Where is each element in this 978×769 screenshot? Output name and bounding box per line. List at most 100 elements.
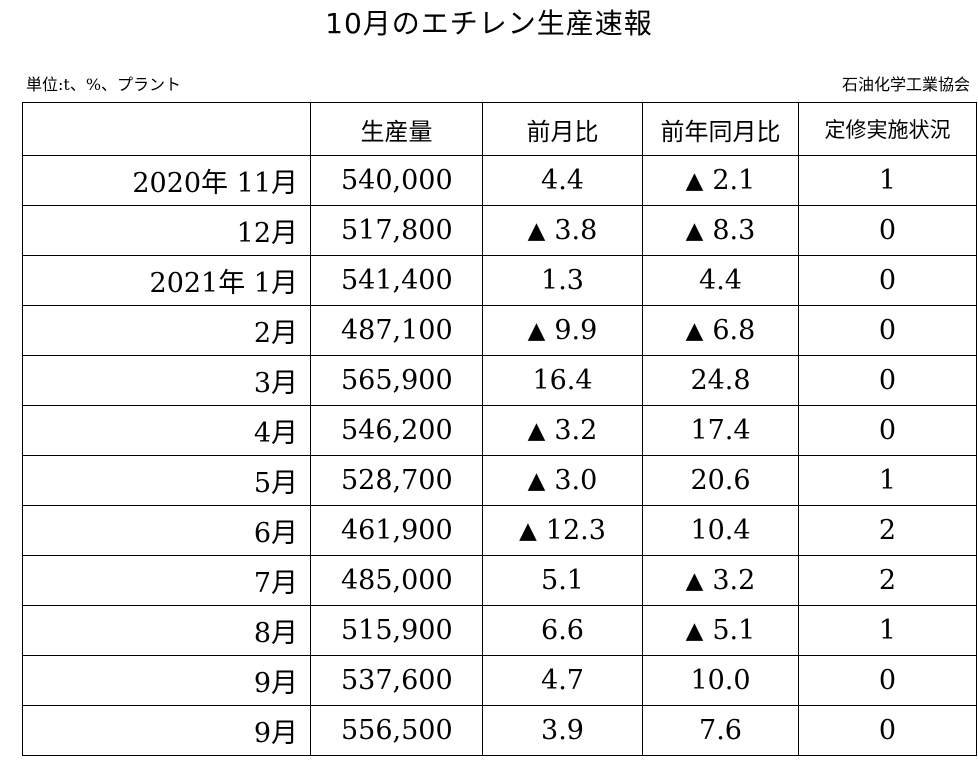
period-cell: 4月 [22, 405, 311, 456]
table-row: 9月 537,600 4.7 10.0 0 [22, 655, 977, 706]
table-row: 6月 461,900 ▲ 12.3 10.4 2 [22, 505, 977, 556]
month-over-month-cell-value: 5.1 [541, 565, 584, 596]
page-title: 10月のエチレン生産速報 [325, 7, 653, 40]
negative-triangle-icon: ▲ [685, 618, 704, 644]
header-period [22, 102, 311, 156]
year-over-year-cell: 17.4 [642, 405, 799, 456]
month-over-month-cell: 5.1 [482, 555, 643, 606]
period-cell: 2月 [22, 305, 311, 356]
maintenance-cell: 1 [798, 605, 977, 656]
month-over-month-cell: ▲ 3.0 [482, 455, 643, 506]
period-cell: 7月 [22, 555, 311, 606]
year-over-year-cell-value: 4.4 [699, 265, 742, 296]
month-over-month-cell: 3.9 [482, 705, 643, 756]
table-body: 2020年 11月 540,000 4.4 ▲ 2.1 1 12月 517,800 ▲ 3.8 ▲ 8… [22, 155, 977, 756]
year-over-year-cell-value: 10.4 [690, 515, 751, 546]
negative-triangle-icon: ▲ [527, 418, 546, 444]
table-row: 2月 487,100 ▲ 9.9 ▲ 6.8 0 [22, 305, 977, 356]
table-row: 4月 546,200 ▲ 3.2 17.4 0 [22, 405, 977, 456]
table-row: 7月 485,000 5.1 ▲ 3.2 2 [22, 555, 977, 606]
month-over-month-cell-value: 4.7 [541, 665, 584, 696]
production-cell: 556,500 [310, 705, 483, 756]
month-over-month-cell-value: 4.4 [541, 165, 584, 196]
maintenance-cell: 0 [798, 305, 977, 356]
month-over-month-cell-value: 6.6 [541, 615, 584, 646]
production-cell: 546,200 [310, 405, 483, 456]
negative-triangle-icon: ▲ [519, 518, 537, 544]
table-row: 3月 565,900 16.4 24.8 0 [22, 355, 977, 406]
table-row: 5月 528,700 ▲ 3.0 20.6 1 [22, 455, 977, 506]
maintenance-cell: 0 [798, 355, 977, 406]
production-cell: 485,000 [310, 555, 483, 606]
maintenance-cell: 0 [798, 655, 977, 706]
month-over-month-cell-value: 1.3 [541, 265, 584, 296]
maintenance-cell: 1 [798, 155, 977, 206]
production-cell: 461,900 [310, 505, 483, 556]
year-over-year-cell-value: 7.6 [699, 715, 742, 746]
table-row: 2021年 1月 541,400 1.3 4.4 0 [22, 255, 977, 306]
negative-triangle-icon: ▲ [685, 218, 704, 244]
year-over-year-cell: 4.4 [642, 255, 799, 306]
month-over-month-cell: ▲ 3.8 [482, 205, 643, 256]
month-over-month-cell-value: 9.9 [554, 315, 598, 346]
year-over-year-cell: 10.4 [642, 505, 799, 556]
maintenance-cell: 2 [798, 505, 977, 556]
year-over-year-cell: ▲ 3.2 [642, 555, 799, 606]
negative-triangle-icon: ▲ [685, 168, 704, 194]
maintenance-cell: 0 [798, 205, 977, 256]
header-maintenance: 定修実施状況 [798, 102, 977, 156]
year-over-year-cell: 7.6 [642, 705, 799, 756]
period-cell: 3月 [22, 355, 311, 406]
maintenance-cell: 0 [798, 405, 977, 456]
period-cell: 5月 [22, 455, 311, 506]
month-over-month-cell-value: 3.2 [554, 415, 598, 446]
year-over-year-cell-value: 24.8 [690, 365, 751, 396]
year-over-year-cell: 24.8 [642, 355, 799, 406]
production-cell: 517,800 [310, 205, 483, 256]
month-over-month-cell-value: 3.9 [541, 715, 584, 746]
production-cell: 515,900 [310, 605, 483, 656]
ethylene-production-table: 生産量 前月比 前年同月比 定修実施状況 2020年 11月 540,000 4.4… [22, 102, 977, 756]
negative-triangle-icon: ▲ [527, 218, 546, 244]
month-over-month-cell: 1.3 [482, 255, 643, 306]
month-over-month-cell-value: 3.0 [554, 465, 598, 496]
month-over-month-cell: 4.7 [482, 655, 643, 706]
period-cell: 6月 [22, 505, 311, 556]
period-cell: 12月 [22, 205, 311, 256]
year-over-year-cell-value: 3.2 [712, 565, 756, 596]
month-over-month-cell: 16.4 [482, 355, 643, 406]
maintenance-cell: 2 [798, 555, 977, 606]
period-cell: 2020年 11月 [22, 155, 311, 206]
month-over-month-cell: 4.4 [482, 155, 643, 206]
header-year-over-year: 前年同月比 [642, 102, 799, 156]
production-cell: 537,600 [310, 655, 483, 706]
maintenance-cell: 1 [798, 455, 977, 506]
production-cell: 540,000 [310, 155, 483, 206]
source-label: 石油化学工業協会 [841, 75, 970, 94]
negative-triangle-icon: ▲ [527, 468, 546, 494]
negative-triangle-icon: ▲ [685, 568, 704, 594]
period-cell: 9月 [22, 705, 311, 756]
year-over-year-cell-value: 2.1 [712, 165, 756, 196]
year-over-year-cell: ▲ 8.3 [642, 205, 799, 256]
year-over-year-cell-value: 10.0 [690, 665, 751, 696]
production-cell: 528,700 [310, 455, 483, 506]
maintenance-cell: 0 [798, 255, 977, 306]
header-production: 生産量 [310, 102, 483, 156]
year-over-year-cell: ▲ 5.1 [642, 605, 799, 656]
negative-triangle-icon: ▲ [527, 318, 546, 344]
month-over-month-cell-value: 3.8 [554, 215, 598, 246]
unit-note: 単位:t、%、プラント [26, 75, 182, 94]
table-row: 8月 515,900 6.6 ▲ 5.1 1 [22, 605, 977, 656]
year-over-year-cell: ▲ 6.8 [642, 305, 799, 356]
year-over-year-cell: 10.0 [642, 655, 799, 706]
year-over-year-cell: 20.6 [642, 455, 799, 506]
negative-triangle-icon: ▲ [685, 318, 704, 344]
production-cell: 541,400 [310, 255, 483, 306]
table-row: 12月 517,800 ▲ 3.8 ▲ 8.3 0 [22, 205, 977, 256]
table-row: 2020年 11月 540,000 4.4 ▲ 2.1 1 [22, 155, 977, 206]
month-over-month-cell: ▲ 9.9 [482, 305, 643, 356]
year-over-year-cell-value: 8.3 [712, 215, 756, 246]
month-over-month-cell-value: 12.3 [545, 515, 606, 546]
header-month-over-month: 前月比 [482, 102, 643, 156]
